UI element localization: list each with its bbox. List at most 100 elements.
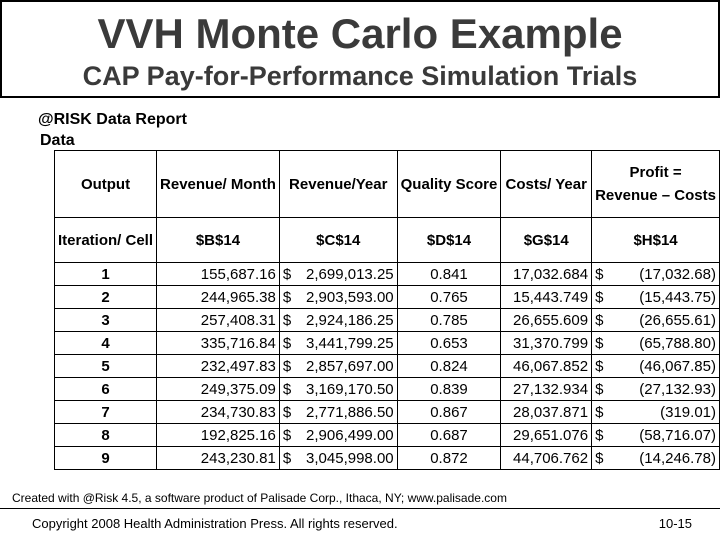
currency-symbol: $ [595, 426, 604, 444]
currency-symbol: $ [595, 311, 604, 329]
currency-value: (46,067.85) [639, 357, 716, 375]
revenue-year-cell: $2,771,886.50 [278, 400, 398, 424]
revenue-year-cell: $2,906,499.00 [278, 423, 398, 447]
currency-value: (58,716.07) [639, 426, 716, 444]
costs-year-cell: 17,032.684 [500, 262, 593, 286]
currency-value: (319.01) [660, 403, 716, 421]
table-row: 2 244,965.38 $2,903,593.00 0.765 15,443.749 $… [53, 285, 720, 309]
currency-symbol: $ [595, 403, 604, 421]
quality-score-cell: 0.839 [396, 377, 502, 401]
currency-value: 2,857,697.00 [306, 357, 394, 375]
iteration-cell: 7 [53, 400, 158, 424]
costs-year-cell: 44,706.762 [500, 446, 593, 470]
currency-symbol: $ [282, 265, 292, 283]
profit-cell: $ (26,655.61) [591, 308, 720, 332]
header-profit-top: Profit = [629, 164, 682, 181]
currency-value: 3,441,799.25 [306, 334, 394, 352]
revenue-month-cell: 232,497.83 [156, 354, 280, 378]
currency-value: (15,443.75) [639, 288, 716, 306]
header-cell-b14: $B$14 [156, 217, 280, 263]
currency-value: (14,246.78) [639, 449, 716, 467]
header-output: Output [53, 150, 158, 218]
table-row: 6 249,375.09 $3,169,170.50 0.839 27,132.934 $… [53, 377, 720, 401]
costs-year-cell: 15,443.749 [500, 285, 593, 309]
header-revenue-month: Revenue/ Month [156, 150, 280, 218]
profit-cell: $ (65,788.80) [591, 331, 720, 355]
currency-symbol: $ [595, 265, 604, 283]
costs-year-cell: 27,132.934 [500, 377, 593, 401]
revenue-month-cell: 244,965.38 [156, 285, 280, 309]
revenue-month-cell: 257,408.31 [156, 308, 280, 332]
revenue-year-cell: $3,169,170.50 [278, 377, 398, 401]
header-row-labels: Output Revenue/ Month Revenue/Year Quali… [53, 150, 720, 218]
table-row: 5 232,497.83 $2,857,697.00 0.824 46,067.852 $… [53, 354, 720, 378]
currency-value: (26,655.61) [639, 311, 716, 329]
header-cell-c14: $C$14 [278, 217, 398, 263]
profit-cell: $ (58,716.07) [591, 423, 720, 447]
costs-year-cell: 26,655.609 [500, 308, 593, 332]
currency-symbol: $ [595, 380, 604, 398]
currency-value: 2,906,499.00 [306, 426, 394, 444]
currency-value: 2,771,886.50 [306, 403, 394, 421]
currency-symbol: $ [282, 311, 292, 329]
currency-symbol: $ [282, 403, 292, 421]
iteration-cell: 2 [53, 285, 158, 309]
iteration-cell: 6 [53, 377, 158, 401]
currency-value: (27,132.93) [639, 380, 716, 398]
revenue-month-cell: 249,375.09 [156, 377, 280, 401]
currency-value: (17,032.68) [639, 265, 716, 283]
profit-cell: $ (14,246.78) [591, 446, 720, 470]
revenue-month-cell: 335,716.84 [156, 331, 280, 355]
header-row-cells: Iteration/ Cell $B$14 $C$14 $D$14 $G$14 … [53, 217, 720, 263]
currency-symbol: $ [282, 449, 292, 467]
profit-cell: $ (319.01) [591, 400, 720, 424]
revenue-year-cell: $2,699,013.25 [278, 262, 398, 286]
table-row: 4 335,716.84 $3,441,799.25 0.653 31,370.799 $… [53, 331, 720, 355]
table-row: 7 234,730.83 $2,771,886.50 0.867 28,037.871 $… [53, 400, 720, 424]
header-costs-year: Costs/ Year [500, 150, 593, 218]
slide-number: 10-15 [658, 516, 692, 531]
quality-score-cell: 0.867 [396, 400, 502, 424]
header-cell-h14: $H$14 [591, 217, 720, 263]
revenue-year-cell: $2,924,186.25 [278, 308, 398, 332]
revenue-month-cell: 234,730.83 [156, 400, 280, 424]
slide-subtitle: CAP Pay-for-Performance Simulation Trial… [82, 61, 638, 91]
currency-value: 2,924,186.25 [306, 311, 394, 329]
quality-score-cell: 0.841 [396, 262, 502, 286]
iteration-cell: 9 [53, 446, 158, 470]
header-cell-d14: $D$14 [396, 217, 502, 263]
copyright-text: Copyright 2008 Health Administration Pre… [32, 516, 398, 531]
table-row: 9 243,230.81 $3,045,998.00 0.872 44,706.762 $… [53, 446, 720, 470]
header-quality-score: Quality Score [396, 150, 502, 218]
iteration-cell: 1 [53, 262, 158, 286]
table-row: 8 192,825.16 $2,906,499.00 0.687 29,651.076 $… [53, 423, 720, 447]
revenue-month-cell: 243,230.81 [156, 446, 280, 470]
quality-score-cell: 0.653 [396, 331, 502, 355]
footer-note: Created with @Risk 4.5, a software produ… [12, 491, 507, 505]
quality-score-cell: 0.872 [396, 446, 502, 470]
currency-value: 3,169,170.50 [306, 380, 394, 398]
iteration-cell: 5 [53, 354, 158, 378]
table-body: 1 155,687.16 $2,699,013.25 0.841 17,032.684 $… [53, 262, 720, 470]
currency-symbol: $ [595, 449, 604, 467]
title-box: VVH Monte Carlo Example CAP Pay-for-Perf… [0, 0, 720, 98]
currency-value: (65,788.80) [639, 334, 716, 352]
iteration-cell: 4 [53, 331, 158, 355]
revenue-year-cell: $2,903,593.00 [278, 285, 398, 309]
header-iteration-cell: Iteration/ Cell [53, 217, 158, 263]
revenue-month-cell: 192,825.16 [156, 423, 280, 447]
data-report-table: Output Revenue/ Month Revenue/Year Quali… [53, 150, 720, 470]
currency-value: 3,045,998.00 [306, 449, 394, 467]
currency-symbol: $ [595, 357, 604, 375]
currency-symbol: $ [595, 288, 604, 306]
currency-value: 2,903,593.00 [306, 288, 394, 306]
header-profit: Profit = Revenue – Costs [591, 150, 720, 218]
profit-cell: $ (17,032.68) [591, 262, 720, 286]
currency-symbol: $ [595, 334, 604, 352]
revenue-year-cell: $3,441,799.25 [278, 331, 398, 355]
quality-score-cell: 0.765 [396, 285, 502, 309]
quality-score-cell: 0.687 [396, 423, 502, 447]
profit-cell: $ (46,067.85) [591, 354, 720, 378]
profit-cell: $ (27,132.93) [591, 377, 720, 401]
costs-year-cell: 29,651.076 [500, 423, 593, 447]
